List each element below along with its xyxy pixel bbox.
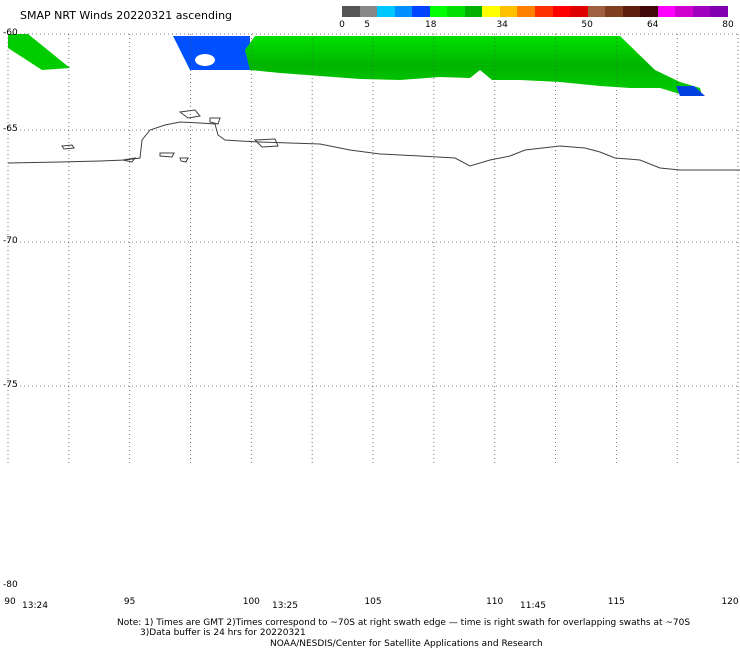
map-title: SMAP NRT Winds 20220321 ascending <box>20 9 233 22</box>
colorbar-segment <box>447 6 465 17</box>
colorbar-segment <box>394 6 413 17</box>
colorbar-segment <box>535 6 553 17</box>
colorbar-label: 18 <box>425 20 437 30</box>
note-line-1: Note: 1) Times are GMT 2)Times correspon… <box>117 618 691 628</box>
coastline-islands <box>61 109 279 163</box>
colorbar-segment <box>587 6 606 17</box>
colorbar-segment <box>517 6 536 17</box>
time-label-2: 13:25 <box>272 601 298 611</box>
colorbar-segment <box>692 6 711 17</box>
longitude-label: 100 <box>242 597 260 607</box>
wind-swath-main <box>245 36 702 96</box>
longitude-label: 105 <box>364 597 382 607</box>
colorbar-segment <box>429 6 448 17</box>
latitude-label: -60 <box>3 28 18 38</box>
colorbar-segment <box>342 6 360 17</box>
colorbar-label: 0 <box>339 20 345 30</box>
colorbar-label: 34 <box>496 20 508 30</box>
longitude-label: 110 <box>486 597 504 607</box>
wind-swath-blue-right <box>676 86 705 96</box>
colorbar-segment <box>622 6 641 17</box>
time-label-1: 13:24 <box>22 601 48 611</box>
coastline <box>7 121 740 171</box>
latitude-label: -70 <box>3 236 18 246</box>
colorbar-label: 80 <box>722 20 734 30</box>
colorbar-segment <box>570 6 588 17</box>
longitude-label: 120 <box>721 597 739 607</box>
wind-swath-blue <box>173 36 250 70</box>
latitude-label: -75 <box>3 380 18 390</box>
colorbar-segment <box>499 6 518 17</box>
colorbar-label: 50 <box>581 20 593 30</box>
longitude-label: 90 <box>4 597 16 607</box>
colorbar-segment <box>675 6 693 17</box>
colorbar-segment <box>359 6 378 17</box>
note-line-3: NOAA/NESDIS/Center for Satellite Applica… <box>270 639 543 649</box>
time-label-3: 11:45 <box>520 601 546 611</box>
colorbar-segment <box>377 6 395 17</box>
latitude-label: -65 <box>3 124 18 134</box>
longitude-label: 115 <box>607 597 625 607</box>
colorbar-segment <box>464 6 483 17</box>
colorbar-segment <box>605 6 623 17</box>
latitude-label: -80 <box>3 580 18 590</box>
note-line-2: 3)Data buffer is 24 hrs for 20220321 <box>140 628 306 638</box>
colorbar-segment <box>482 6 500 17</box>
longitude-label: 95 <box>123 597 136 607</box>
colorbar-segment <box>710 6 729 17</box>
colorbar-segment <box>412 6 430 17</box>
map-grid <box>7 33 739 463</box>
colorbar-segment <box>640 6 658 17</box>
colorbar-segment <box>657 6 676 17</box>
wind-swath-left <box>8 34 70 70</box>
swath-gap <box>195 54 215 66</box>
colorbar-segment <box>552 6 571 17</box>
colorbar-label: 64 <box>646 20 659 30</box>
colorbar-label: 5 <box>364 20 370 30</box>
wind-speed-colorbar <box>342 6 729 17</box>
